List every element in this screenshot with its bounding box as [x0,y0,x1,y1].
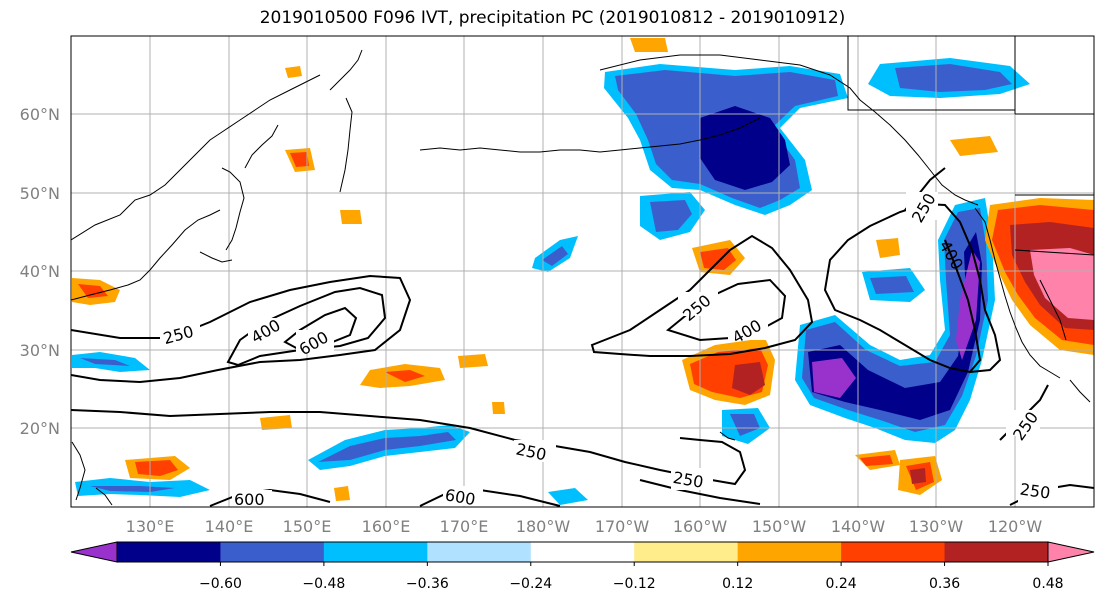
colorbar-segment [117,542,221,562]
colorbar [70,541,1095,563]
colorbar-segment [323,542,428,562]
colorbar-tick-label: −0.48 [302,576,345,592]
colorbar-tick-label: 0.12 [722,576,753,592]
lon-label-180w: 180°W [516,517,571,536]
lat-label-60n: 60°N [20,105,60,124]
lon-label-160w: 160°W [673,517,728,536]
map-title: 2019010500 F096 IVT, precipitation PC (2… [259,8,846,28]
colorbar-segment [944,542,1049,562]
colorbar-tick-label: −0.12 [613,576,656,592]
colorbar-tick-label: −0.60 [199,576,242,592]
lon-label-140e: 140°E [205,517,254,536]
lon-label-150e: 150°E [283,517,332,536]
lat-label-30n: 30°N [20,341,60,360]
contour-label-600-b: 600 [234,490,265,509]
colorbar-labels: −0.60 −0.48 −0.36 −0.24 −0.12 0.12 0.24 0.36 0.4… [199,562,1064,592]
colorbar-extend-high [1047,541,1095,563]
colorbar-tick-label: −0.36 [406,576,449,592]
colorbar-tick-label: 0.24 [826,576,857,592]
lon-label-170e: 170°E [440,517,489,536]
contour-250-central [590,234,814,357]
lon-label-160e: 160°E [362,517,411,536]
map-frame [70,35,1095,508]
lon-axis: 130°E 140°E 150°E 160°E 170°E 180°W 170°… [126,517,1043,536]
lat-label-20n: 20°N [20,419,60,438]
lon-label-170w: 170°W [595,517,650,536]
lat-label-40n: 40°N [20,262,60,281]
colorbar-segment [427,542,532,562]
contour-250-east [823,202,1002,374]
colorbar-segment [634,542,739,562]
colorbar-segment [841,542,946,562]
lon-label-150w: 150°W [752,517,807,536]
lat-label-50n: 50°N [20,184,60,203]
colorbar-segment [530,542,635,562]
colorbar-tick-label: 0.48 [1032,576,1063,592]
lon-label-130w: 130°W [909,517,964,536]
colorbar-frame [116,541,1049,563]
contour-250-tropics-south [639,479,761,505]
colorbar-extend-low [70,541,118,563]
contour-250-west [71,274,412,384]
lon-label-130e: 130°E [126,517,175,536]
colorbar-tick-label: 0.36 [929,576,960,592]
lat-axis: 20°N 30°N 40°N 50°N 60°N [20,105,60,438]
contour-labels: 250 400 600 250 400 250 400 250 250 250 … [160,190,1058,509]
contour-label-600-c: 600 [444,485,477,509]
contour-label-250-g: 250 [1019,480,1052,503]
colorbar-segment [737,542,842,562]
coastlines [71,36,1094,506]
colorbar-segment [220,542,325,562]
colorbar-tick-label: −0.24 [509,576,552,592]
contour-400-east [944,239,982,373]
lon-label-120w: 120°W [988,517,1043,536]
lon-label-140w: 140°W [831,517,886,536]
